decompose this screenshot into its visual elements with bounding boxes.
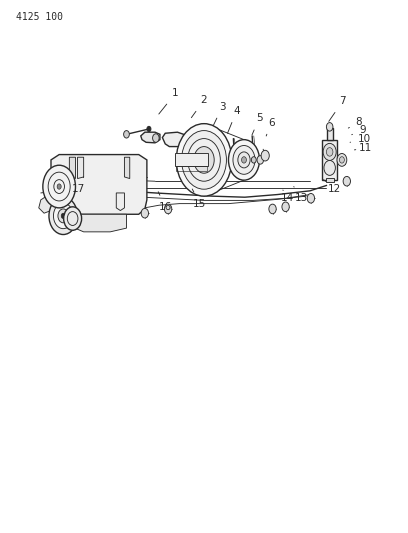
Text: 17: 17: [72, 177, 85, 194]
Polygon shape: [69, 157, 75, 179]
Text: 4125 100: 4125 100: [16, 12, 63, 22]
Polygon shape: [39, 192, 53, 213]
Text: 8: 8: [348, 117, 362, 128]
Bar: [327, 128, 333, 140]
Circle shape: [182, 131, 226, 189]
Bar: [337, 156, 345, 164]
Circle shape: [200, 155, 208, 165]
Text: 13: 13: [294, 187, 308, 203]
Polygon shape: [162, 132, 184, 147]
Circle shape: [57, 184, 61, 189]
Circle shape: [242, 157, 246, 163]
Circle shape: [61, 213, 65, 219]
Bar: [175, 153, 208, 166]
Text: 2: 2: [191, 95, 207, 118]
Text: 7: 7: [329, 96, 346, 122]
Circle shape: [257, 156, 264, 164]
Circle shape: [124, 131, 129, 138]
Circle shape: [153, 134, 159, 142]
Polygon shape: [116, 193, 124, 211]
Circle shape: [326, 148, 333, 156]
Text: 9: 9: [352, 125, 366, 135]
Circle shape: [233, 146, 255, 174]
Polygon shape: [124, 157, 130, 179]
Circle shape: [164, 204, 172, 214]
Polygon shape: [141, 132, 160, 143]
Text: 5: 5: [252, 114, 262, 135]
Bar: [322, 140, 337, 180]
Polygon shape: [67, 214, 126, 232]
Circle shape: [58, 209, 69, 223]
Circle shape: [282, 202, 289, 212]
Text: 15: 15: [192, 189, 206, 208]
Circle shape: [64, 207, 82, 230]
Text: 14: 14: [281, 190, 294, 203]
Text: 12: 12: [324, 180, 341, 194]
Text: 16: 16: [158, 192, 172, 212]
Text: 6: 6: [266, 118, 275, 136]
Circle shape: [337, 154, 347, 166]
Circle shape: [324, 160, 335, 175]
Circle shape: [141, 208, 149, 218]
Circle shape: [339, 157, 344, 163]
Polygon shape: [51, 155, 147, 214]
Bar: [326, 178, 334, 182]
Polygon shape: [78, 157, 84, 179]
Circle shape: [43, 165, 75, 208]
Circle shape: [228, 140, 259, 180]
Text: 11: 11: [355, 143, 372, 153]
Circle shape: [49, 197, 78, 235]
Text: 10: 10: [350, 134, 370, 143]
Circle shape: [251, 157, 256, 163]
Circle shape: [238, 152, 250, 168]
Text: 1: 1: [159, 88, 179, 114]
Circle shape: [343, 176, 350, 186]
Circle shape: [326, 123, 333, 131]
Circle shape: [147, 126, 151, 132]
Circle shape: [269, 204, 276, 214]
Circle shape: [53, 203, 73, 229]
Text: 3: 3: [213, 102, 226, 125]
Circle shape: [323, 143, 336, 160]
Circle shape: [194, 147, 214, 173]
Bar: [176, 166, 207, 171]
Text: 4: 4: [228, 106, 240, 133]
Circle shape: [188, 139, 220, 181]
Circle shape: [176, 124, 232, 196]
Circle shape: [307, 193, 315, 203]
Circle shape: [261, 150, 269, 161]
